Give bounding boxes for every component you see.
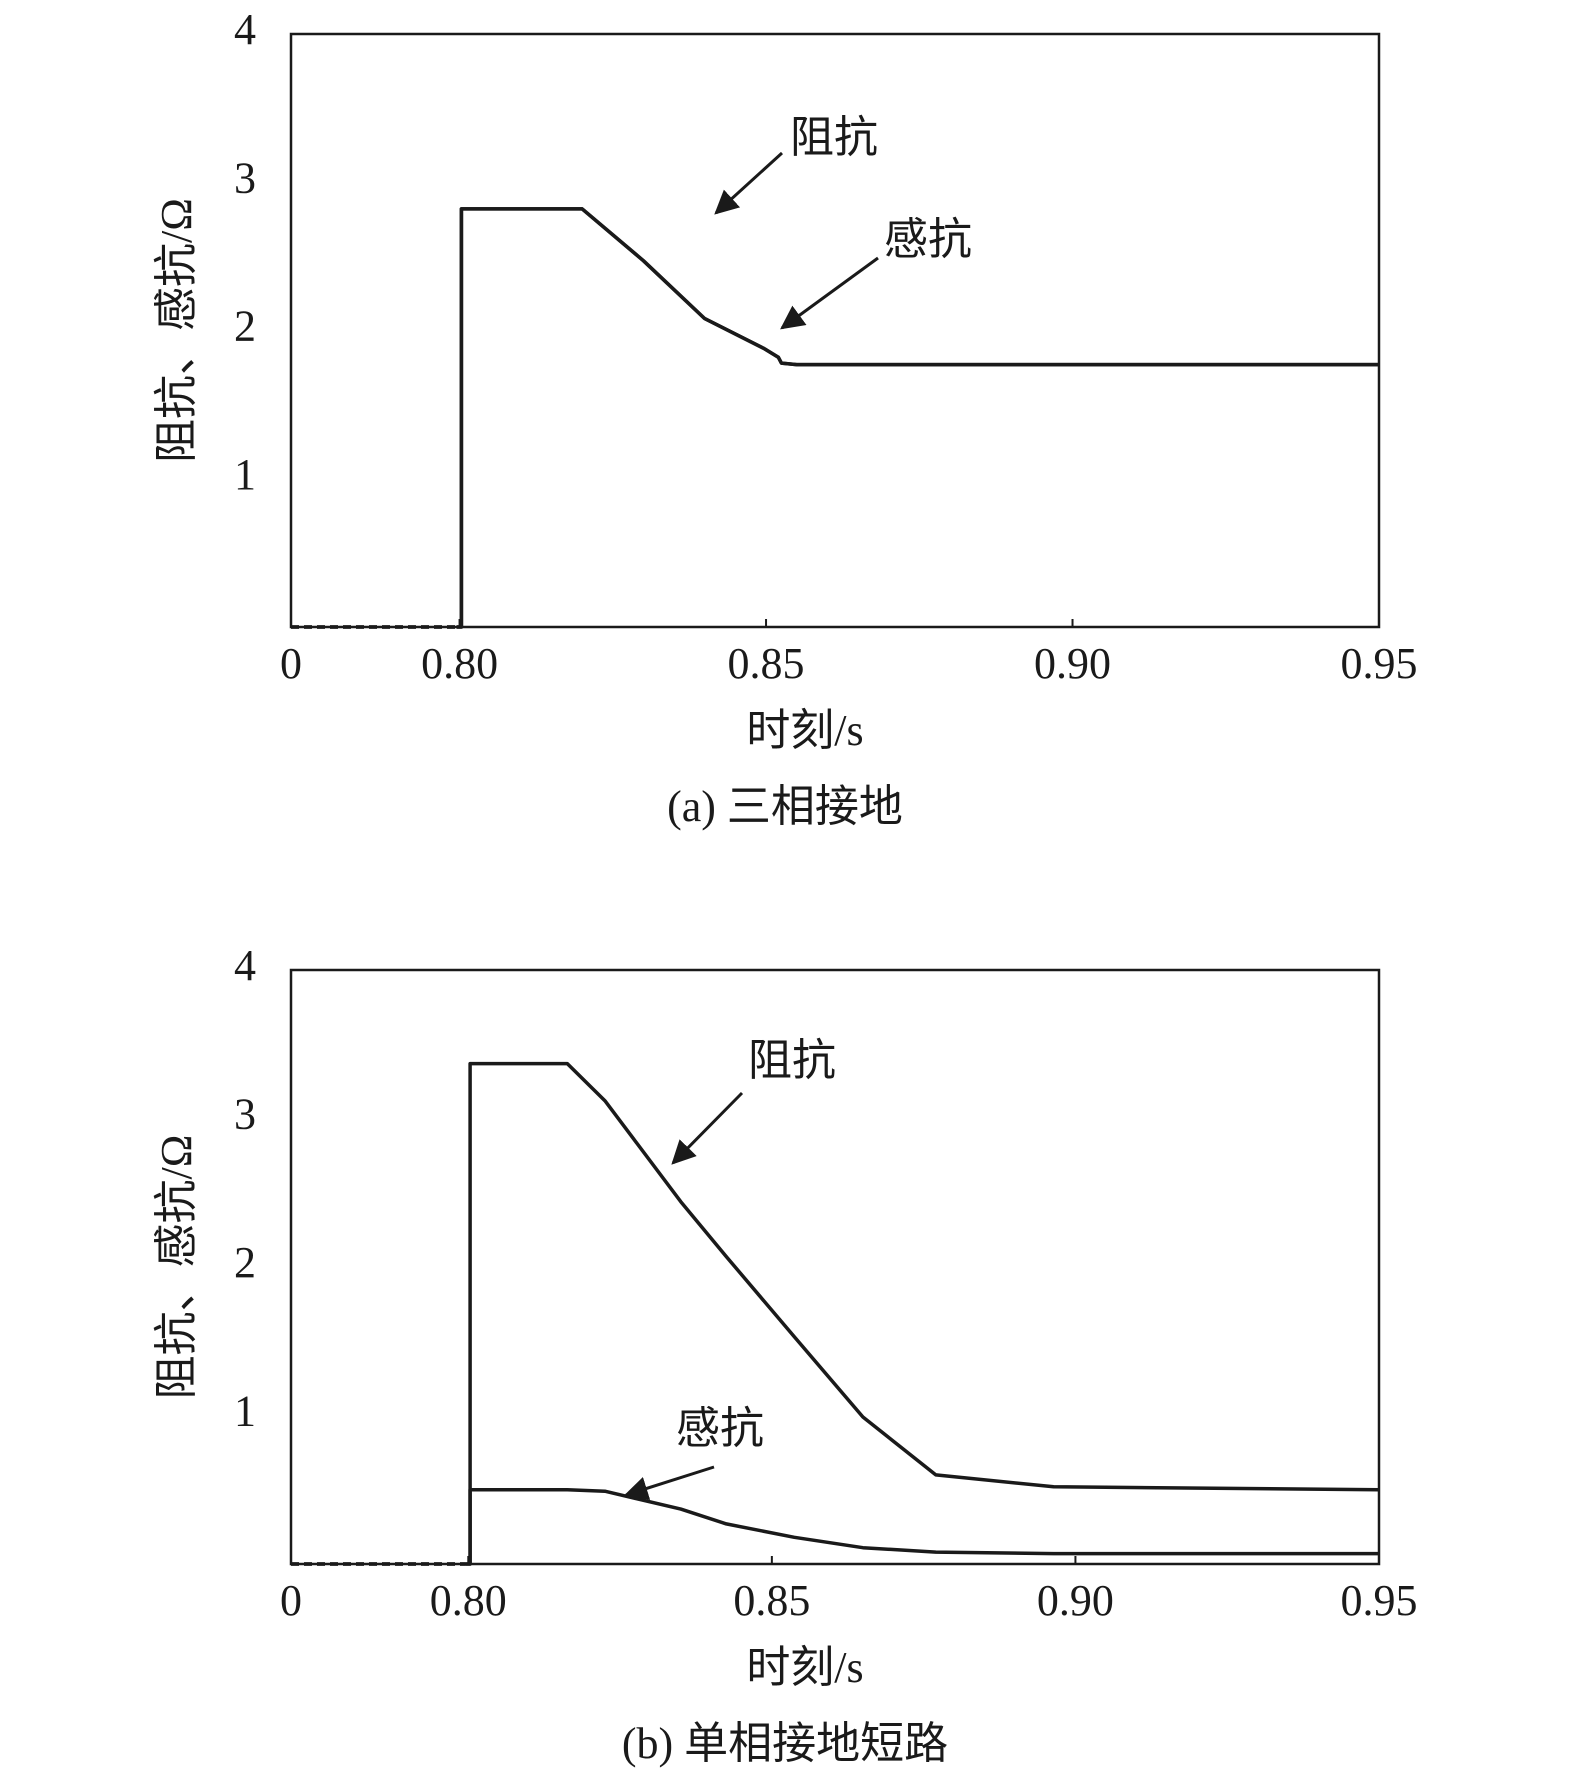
caption: (b) 单相接地短路 <box>622 1719 948 1768</box>
line-series <box>465 1061 1380 1566</box>
x-axis-title: 时刻/s <box>746 1643 863 1692</box>
arrow <box>623 1465 715 1500</box>
arrow <box>780 256 879 330</box>
annotation: 阻抗 <box>790 113 878 162</box>
y-tick-label: 3 <box>234 153 256 202</box>
y-tick-label: 3 <box>234 1090 256 1139</box>
x-tick-label: 0 <box>280 639 302 688</box>
plot-frame <box>289 32 1381 629</box>
line-series <box>465 1488 1379 1566</box>
x-tick-label: 0.85 <box>728 639 805 688</box>
x-tick-label: 0.90 <box>1034 639 1111 688</box>
caption: (a) 三相接地 <box>667 782 903 831</box>
line-series <box>456 207 1379 629</box>
annotation: 感抗 <box>884 215 972 264</box>
y-tick-label: 2 <box>234 1238 256 1287</box>
arrow <box>714 151 784 215</box>
y-tick-label: 1 <box>234 1387 256 1436</box>
annotation: 感抗 <box>676 1404 764 1453</box>
y-axis-title: 阻抗、感抗/Ω <box>152 1135 201 1400</box>
x-tick-label: 0.95 <box>1341 1576 1418 1625</box>
x-tick-label: 0 <box>280 1576 302 1625</box>
x-tick-label: 0.80 <box>421 639 498 688</box>
arrow <box>671 1091 744 1165</box>
x-tick-label: 0.90 <box>1037 1576 1114 1625</box>
annotation: 阻抗 <box>748 1036 836 1085</box>
y-tick-label: 1 <box>234 450 256 499</box>
y-tick-label: 2 <box>234 302 256 351</box>
line-series <box>456 207 1379 629</box>
y-tick-label: 4 <box>234 5 256 54</box>
annotation-arrows <box>623 151 879 1500</box>
x-tick-label: 0.85 <box>733 1576 810 1625</box>
x-axis-title: 时刻/s <box>746 706 863 755</box>
x-tick-label: 0.80 <box>430 1576 507 1625</box>
y-tick-label: 4 <box>234 941 256 990</box>
x-tick-label: 0.95 <box>1341 639 1418 688</box>
y-axis-title: 阻抗、感抗/Ω <box>152 198 201 463</box>
plot-frame <box>289 968 1381 1566</box>
